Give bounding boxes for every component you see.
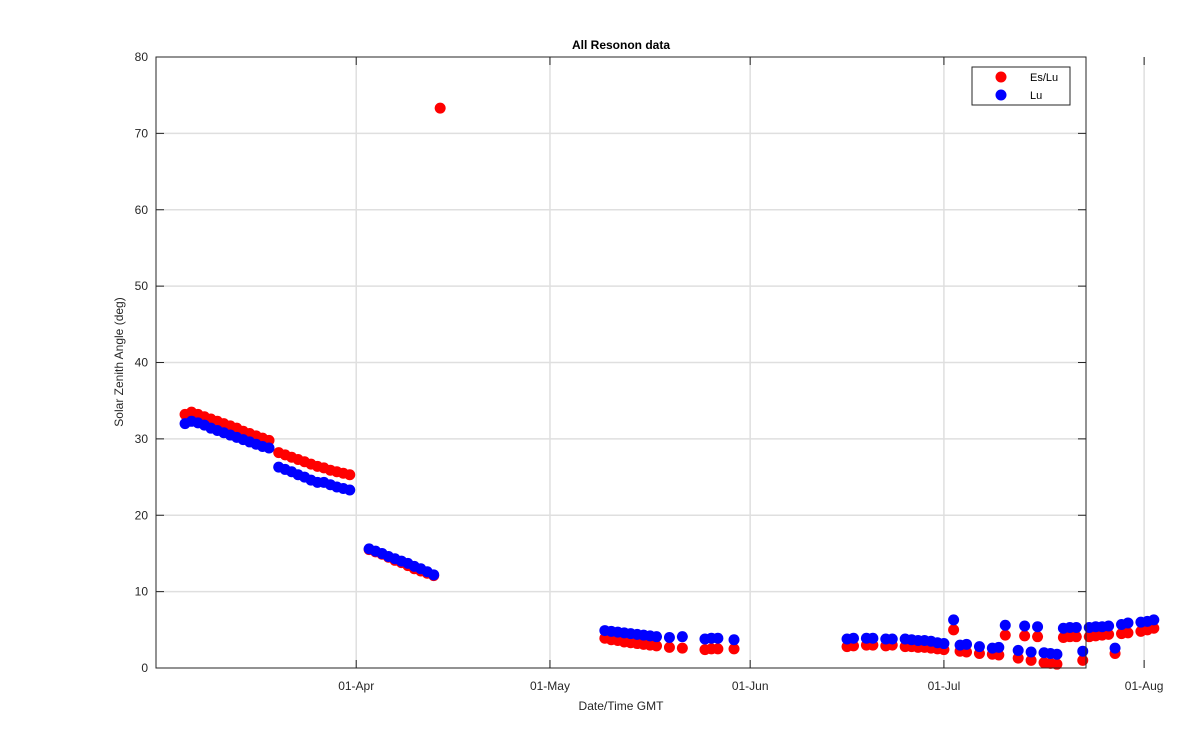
point-lu: [993, 641, 1005, 653]
grid-lines: [156, 57, 1145, 668]
point-lu: [344, 484, 356, 496]
point-lu: [867, 632, 879, 644]
y-tick-label: 60: [135, 203, 149, 217]
data-points: [179, 102, 1160, 670]
y-tick-label: 20: [135, 508, 149, 522]
legend-label-lu: Lu: [1030, 90, 1042, 102]
y-tick-label: 30: [135, 432, 149, 446]
point-es-lu: [712, 643, 724, 655]
point-es-lu: [961, 646, 973, 658]
legend-marker-es-lu: [995, 71, 1007, 83]
point-es-lu: [728, 643, 740, 655]
point-lu: [1103, 620, 1115, 632]
point-lu: [1109, 642, 1121, 654]
point-lu: [886, 633, 898, 645]
x-tick-label: 01-Apr: [338, 679, 374, 693]
point-lu: [663, 631, 675, 643]
legend-box: [971, 66, 1071, 106]
point-es-lu: [1070, 631, 1082, 643]
y-tick-label: 50: [135, 279, 149, 293]
point-lu: [973, 641, 985, 653]
y-tick-label: 80: [135, 50, 149, 64]
legend: Es/Lu Lu: [971, 66, 1071, 106]
point-lu: [676, 631, 688, 643]
x-tick-label: 01-May: [530, 679, 570, 693]
point-lu: [938, 638, 950, 650]
chart-title: All Resonon data: [572, 38, 670, 52]
point-lu: [1012, 644, 1024, 656]
point-lu: [1070, 622, 1082, 634]
point-lu: [999, 619, 1011, 631]
point-es-lu: [1122, 627, 1134, 639]
point-es-lu: [993, 649, 1005, 661]
legend-marker-lu: [995, 89, 1007, 101]
point-lu: [1122, 617, 1134, 629]
point-es-lu: [676, 642, 688, 654]
point-es-lu: [1012, 652, 1024, 664]
axis-ticks: 0 10 20 30 40 50 60 70 80 01-Apr 01-May 01-Jun 01-Ju…: [135, 50, 1164, 693]
y-tick-label: 70: [135, 126, 149, 140]
x-tick-label: 01-Jul: [928, 679, 961, 693]
point-es-lu: [1148, 622, 1160, 634]
point-lu: [848, 632, 859, 644]
point-lu: [428, 569, 440, 581]
point-es-lu: [663, 641, 675, 653]
point-es-lu: [1025, 654, 1037, 666]
point-es-lu: [1103, 628, 1115, 640]
point-es-lu: [948, 624, 960, 636]
point-lu: [263, 442, 275, 454]
x-axis-label: Date/Time GMT: [579, 699, 665, 713]
point-lu: [728, 634, 740, 646]
y-tick-label: 0: [141, 661, 148, 675]
point-lu: [651, 631, 663, 643]
y-axis-label: Solar Zenith Angle (deg): [112, 297, 126, 426]
point-es-lu: [344, 469, 356, 481]
point-es-lu: [1051, 658, 1063, 670]
point-lu: [1032, 621, 1044, 633]
point-lu: [712, 632, 724, 644]
point-es-lu: [1019, 630, 1031, 642]
point-es-lu: [1032, 631, 1044, 643]
point-lu: [1019, 620, 1031, 632]
x-tick-label: 01-Jun: [732, 679, 769, 693]
point-lu: [948, 614, 960, 626]
point-es-lu: [999, 629, 1011, 641]
y-tick-label: 40: [135, 356, 149, 370]
legend-label-es-lu: Es/Lu: [1030, 72, 1058, 84]
point-es-lu: [434, 102, 446, 114]
point-lu: [1025, 646, 1037, 658]
point-es-lu: [848, 640, 859, 652]
x-tick-label: 01-Aug: [1125, 679, 1164, 693]
y-tick-label: 10: [135, 585, 149, 599]
point-lu: [1148, 614, 1160, 626]
point-es-lu: [651, 640, 663, 652]
point-lu: [1051, 648, 1063, 660]
point-lu: [1077, 645, 1089, 657]
point-lu: [961, 638, 973, 650]
